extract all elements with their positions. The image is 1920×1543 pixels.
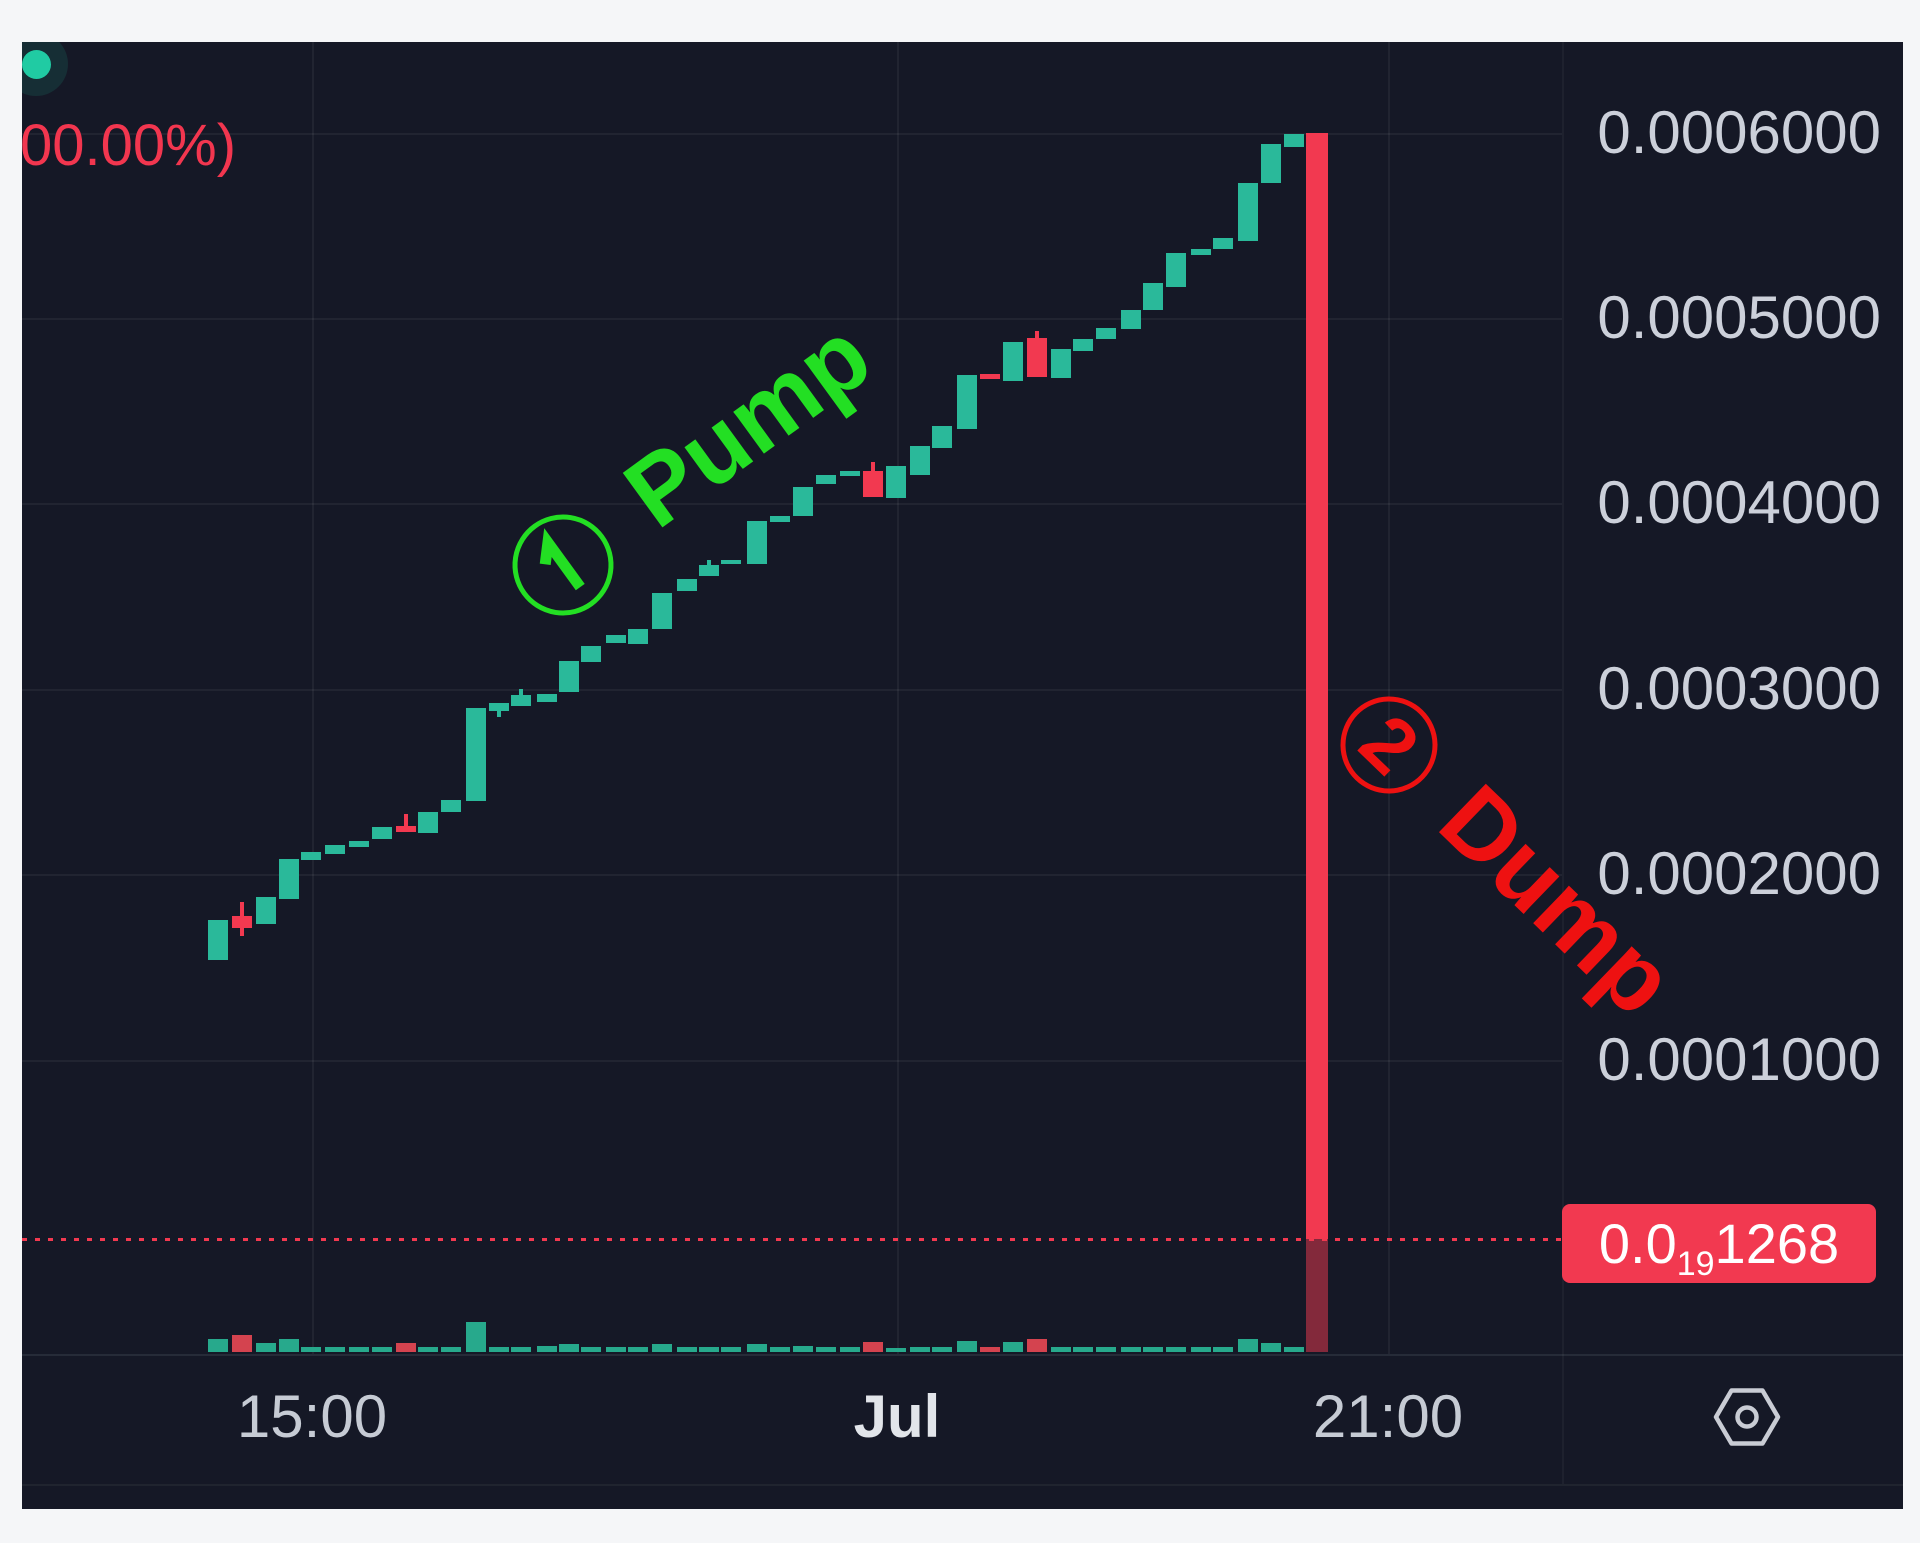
svg-text:Pump: Pump (605, 299, 890, 548)
svg-text:Dump: Dump (1420, 764, 1696, 1036)
